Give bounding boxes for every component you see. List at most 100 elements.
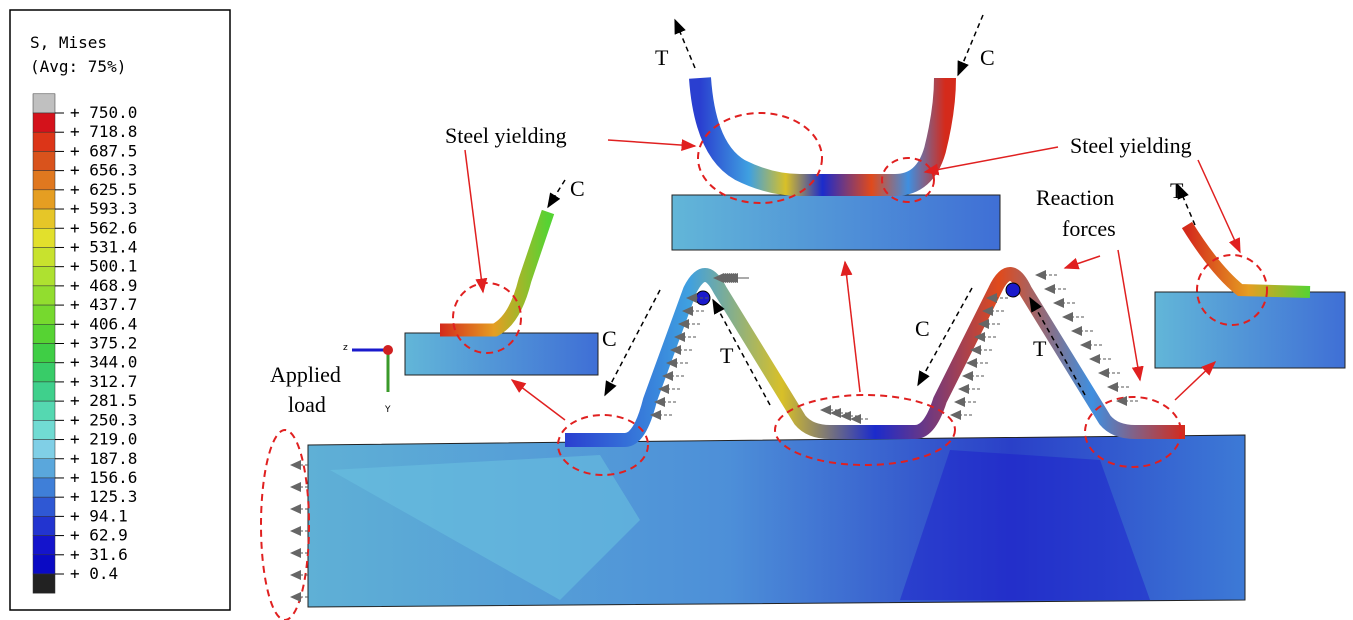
legend-swatch	[33, 324, 55, 343]
annotation: Reaction	[1036, 185, 1114, 210]
legend-swatch	[33, 171, 55, 190]
load-arrow-head	[954, 397, 965, 407]
legend-label: + 500.1	[70, 257, 137, 276]
annotation: C	[602, 326, 617, 351]
load-arrow-head	[1098, 368, 1109, 378]
load-arrow-head	[1107, 382, 1118, 392]
annotation: load	[288, 392, 326, 417]
legend-label: + 687.5	[70, 141, 137, 160]
load-arrow-head	[820, 405, 831, 415]
annotation: Applied	[270, 362, 341, 387]
axis-label: z	[343, 343, 348, 353]
legend-swatch	[33, 151, 55, 170]
load-arrow-head	[950, 410, 961, 420]
inset-slab	[405, 333, 598, 375]
inset-rebar	[700, 78, 945, 185]
load-arrow-head	[1071, 326, 1082, 336]
legend-label: + 562.6	[70, 218, 137, 237]
legend-swatch	[33, 478, 55, 497]
legend-swatch	[33, 401, 55, 420]
pointer	[1118, 250, 1140, 380]
legend-swatch	[33, 344, 55, 363]
load-arrow-head	[958, 384, 969, 394]
legend-swatch	[33, 555, 55, 574]
pointer	[845, 262, 860, 392]
legend-label: + 468.9	[70, 276, 137, 295]
legend-swatch	[33, 132, 55, 151]
legend-label: + 250.3	[70, 410, 137, 429]
annotation: T	[1033, 336, 1047, 361]
legend-label: + 219.0	[70, 430, 137, 449]
inset-slab	[1155, 292, 1345, 368]
legend-label: + 0.4	[70, 564, 118, 583]
diagram: S, Mises (Avg: 75%) + 750.0+ 718.8+ 687.…	[0, 0, 1353, 620]
legend-swatch	[33, 497, 55, 516]
load-arrow-head	[290, 482, 301, 492]
legend-swatch	[33, 440, 55, 459]
legend-label: + 62.9	[70, 526, 128, 545]
load-arrow-head	[290, 592, 301, 602]
legend-label: + 156.6	[70, 468, 137, 487]
load-arrow-head	[1044, 284, 1055, 294]
load-arrow-head	[290, 548, 301, 558]
legend-subtitle: (Avg: 75%)	[30, 57, 126, 76]
legend-label: + 406.4	[70, 314, 137, 333]
legend-swatch	[33, 363, 55, 382]
annotation: C	[915, 316, 930, 341]
legend-label: + 187.8	[70, 449, 137, 468]
legend-label: + 437.7	[70, 295, 137, 314]
annotation: Steel yielding	[445, 123, 567, 148]
annotation: C	[570, 176, 585, 201]
legend-label: + 656.3	[70, 161, 137, 180]
legend-label: + 375.2	[70, 334, 137, 353]
annotation: T	[655, 45, 669, 70]
annotation: T	[1170, 178, 1184, 203]
legend-label: + 31.6	[70, 545, 128, 564]
legend: + 750.0+ 718.8+ 687.5+ 656.3+ 625.5+ 593…	[33, 94, 137, 593]
load-arrow-head	[1053, 298, 1064, 308]
legend-swatch	[33, 459, 55, 478]
legend-label: + 312.7	[70, 372, 137, 391]
highlight	[261, 430, 309, 620]
legend-swatch	[33, 420, 55, 439]
legend-label: + 125.3	[70, 487, 137, 506]
pointer	[512, 380, 565, 420]
legend-label: + 593.3	[70, 199, 137, 218]
legend-label: + 94.1	[70, 506, 128, 525]
legend-label: + 281.5	[70, 391, 137, 410]
load-arrow-head	[962, 371, 973, 381]
load-arrow-head	[290, 504, 301, 514]
pointer	[465, 150, 483, 292]
annotation: T	[720, 343, 734, 368]
legend-swatch	[33, 536, 55, 555]
legend-swatch	[33, 382, 55, 401]
load-arrow-head	[1080, 340, 1091, 350]
load-arrow-head	[1089, 354, 1100, 364]
legend-swatch	[33, 286, 55, 305]
legend-label: + 625.5	[70, 180, 137, 199]
bend-pin	[1006, 283, 1020, 297]
legend-swatch	[33, 574, 55, 593]
load-arrow-head	[290, 570, 301, 580]
legend-swatch	[33, 113, 55, 132]
load-arrow-head	[1062, 312, 1073, 322]
legend-title: S, Mises	[30, 33, 107, 52]
legend-swatch	[33, 190, 55, 209]
legend-swatch	[33, 209, 55, 228]
axis-label: Y	[384, 405, 391, 415]
load-arrow-head	[290, 460, 301, 470]
legend-swatch	[33, 228, 55, 247]
legend-label: + 344.0	[70, 353, 137, 372]
annotation: C	[980, 45, 995, 70]
pointer	[1065, 256, 1100, 268]
load-arrow-head	[1035, 270, 1046, 280]
inset-rebar	[440, 212, 548, 330]
annotation: forces	[1062, 216, 1116, 241]
legend-swatch	[33, 516, 55, 535]
pointer	[608, 140, 695, 146]
load-arrow-head	[290, 526, 301, 536]
inset-slab	[672, 195, 1000, 250]
legend-swatch	[33, 247, 55, 266]
origin	[383, 345, 393, 355]
legend-label: + 718.8	[70, 122, 137, 141]
